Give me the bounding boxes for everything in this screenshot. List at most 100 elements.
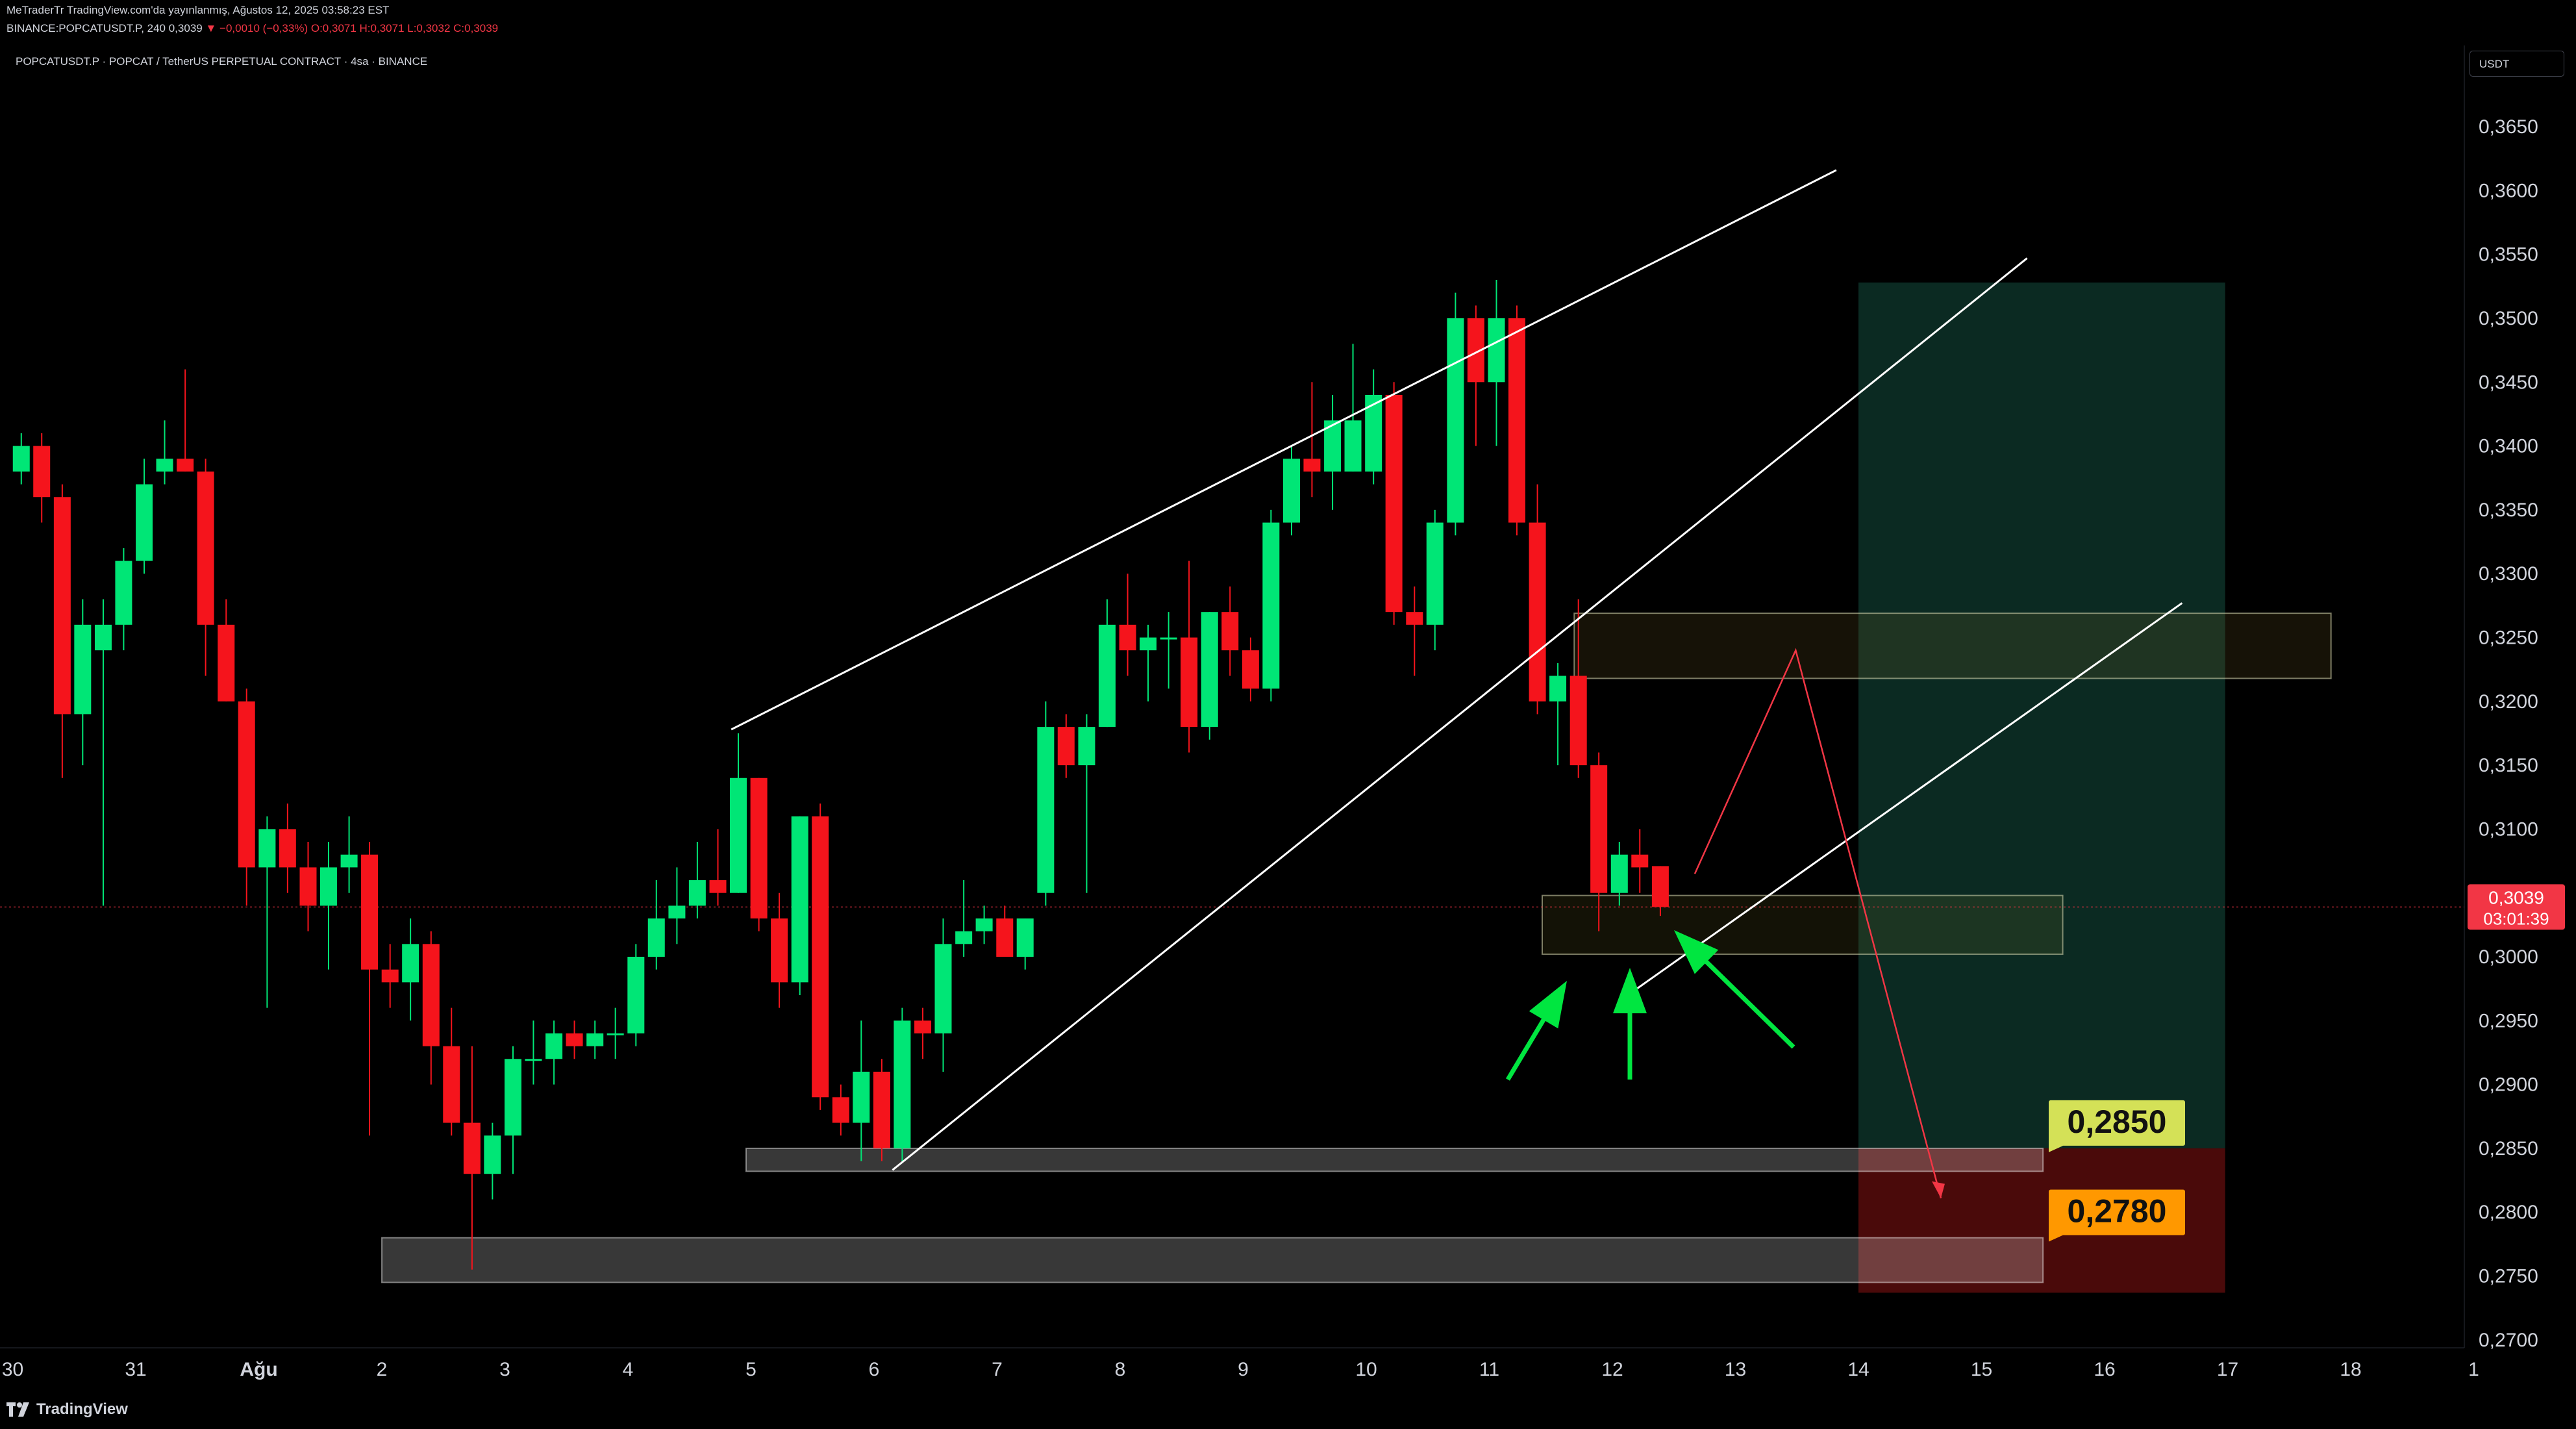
candle[interactable] <box>1488 318 1505 383</box>
tradingview-logo-icon <box>6 1402 29 1417</box>
candle[interactable] <box>647 918 665 957</box>
candle[interactable] <box>1385 394 1403 613</box>
trend-line[interactable] <box>731 169 1837 731</box>
candle[interactable] <box>422 944 440 1046</box>
candle[interactable] <box>115 561 132 625</box>
projection-arrowhead <box>1931 1181 1945 1198</box>
candle[interactable] <box>1078 727 1095 766</box>
candle[interactable] <box>1160 637 1177 640</box>
candle[interactable] <box>1262 522 1280 689</box>
candle[interactable] <box>709 880 727 893</box>
candle[interactable] <box>33 446 51 498</box>
candle[interactable] <box>1529 522 1546 702</box>
candle[interactable] <box>279 829 296 868</box>
candle[interactable] <box>1610 854 1628 893</box>
candle[interactable] <box>914 1020 932 1033</box>
candle[interactable] <box>1057 727 1075 766</box>
candle[interactable] <box>975 918 993 931</box>
candle[interactable] <box>812 816 829 1098</box>
candle[interactable] <box>853 1071 870 1123</box>
candle[interactable] <box>319 867 337 906</box>
candle[interactable] <box>156 459 173 472</box>
candle[interactable] <box>873 1071 890 1148</box>
candle[interactable] <box>1406 612 1423 625</box>
trend-line[interactable] <box>892 257 2028 1171</box>
candle[interactable] <box>1569 676 1587 766</box>
candle[interactable] <box>299 867 317 906</box>
candle[interactable] <box>1098 624 1116 727</box>
tradingview-logo[interactable]: TradingView <box>6 1397 128 1423</box>
trend-line[interactable] <box>1632 602 2183 993</box>
level-zone-3[interactable] <box>381 1237 2044 1284</box>
candle[interactable] <box>955 931 973 944</box>
candle[interactable] <box>586 1033 604 1046</box>
candle[interactable] <box>894 1020 911 1148</box>
candle[interactable] <box>443 1046 460 1123</box>
candle[interactable] <box>340 854 358 868</box>
ohlc-values: O:0,3071 H:0,3071 L:0,3032 C:0,3039 <box>310 22 499 34</box>
candle[interactable] <box>1037 727 1055 893</box>
green-arrow-icon <box>1613 968 1647 1080</box>
candle[interactable] <box>668 905 686 919</box>
candle[interactable] <box>136 484 153 561</box>
candle[interactable] <box>197 471 214 625</box>
price-tick-label: 0,3550 <box>2479 244 2538 266</box>
candle[interactable] <box>1549 676 1567 702</box>
candle[interactable] <box>832 1097 849 1123</box>
candle[interactable] <box>771 918 788 983</box>
green-arrow-icon <box>1674 930 1795 1049</box>
green-arrow-icon <box>1505 981 1567 1081</box>
candle[interactable] <box>606 1033 624 1035</box>
candle[interactable] <box>996 918 1014 957</box>
candle[interactable] <box>1201 612 1218 727</box>
candle[interactable] <box>1426 522 1444 625</box>
candle[interactable] <box>1631 854 1649 868</box>
candle[interactable] <box>1181 637 1198 727</box>
candle[interactable] <box>1282 459 1300 523</box>
currency-selector[interactable]: USDT <box>2470 51 2564 77</box>
candle[interactable] <box>1447 318 1464 523</box>
candle[interactable] <box>484 1135 501 1174</box>
candle[interactable] <box>1016 918 1034 957</box>
candle[interactable] <box>750 778 768 919</box>
candle[interactable] <box>688 880 706 906</box>
candle[interactable] <box>545 1033 563 1059</box>
candle[interactable] <box>94 624 112 651</box>
candle[interactable] <box>218 624 235 702</box>
candle[interactable] <box>361 854 379 970</box>
candle[interactable] <box>729 778 747 893</box>
brand-name: TradingView <box>36 1400 128 1418</box>
candle[interactable] <box>238 701 255 868</box>
candle[interactable] <box>1590 765 1608 893</box>
candle[interactable] <box>525 1059 542 1061</box>
time-tick-label: 13 <box>1725 1359 1746 1380</box>
resistance-zone-0[interactable] <box>1573 613 2332 679</box>
candle[interactable] <box>12 446 30 472</box>
candle[interactable] <box>1221 612 1239 651</box>
candle[interactable] <box>1508 318 1525 523</box>
candle[interactable] <box>53 497 71 714</box>
candle[interactable] <box>1242 650 1259 689</box>
projection-path[interactable] <box>1694 648 1942 1198</box>
level-zone-2[interactable] <box>745 1147 2044 1172</box>
candle[interactable] <box>1140 637 1157 651</box>
price-tick-label: 0,3200 <box>2479 691 2538 713</box>
candle[interactable] <box>1651 866 1669 907</box>
candle[interactable] <box>627 957 645 1033</box>
candle[interactable] <box>463 1122 481 1174</box>
candle[interactable] <box>402 944 419 983</box>
candle[interactable] <box>566 1033 583 1046</box>
candle[interactable] <box>74 624 92 714</box>
candle[interactable] <box>177 459 194 472</box>
candle[interactable] <box>1344 420 1362 472</box>
candle[interactable] <box>505 1059 522 1136</box>
candle[interactable] <box>381 969 399 983</box>
target-zone[interactable] <box>1858 282 2225 1148</box>
candle[interactable] <box>1303 459 1321 472</box>
candle[interactable] <box>791 816 808 983</box>
candle[interactable] <box>1119 624 1136 651</box>
candle[interactable] <box>934 944 952 1033</box>
support-zone-1[interactable] <box>1541 894 2064 955</box>
candle[interactable] <box>258 829 276 868</box>
